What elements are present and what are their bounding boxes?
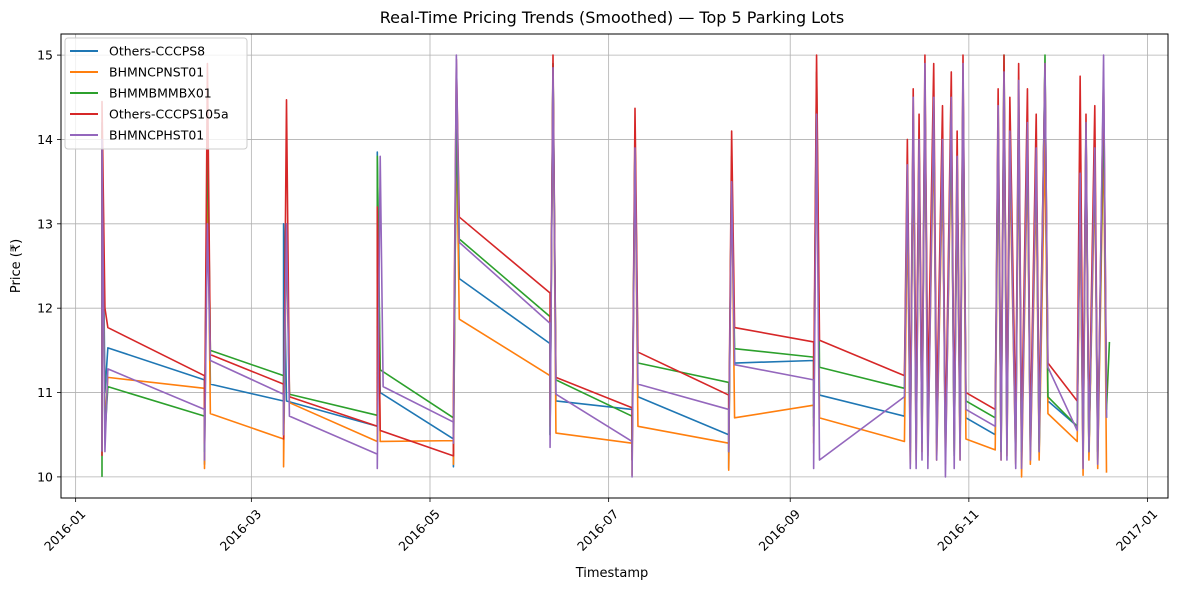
series-line-4 [101,54,1108,478]
y-tick-label: 14 [37,132,53,147]
legend: Others-CCCPS8 BHMNCPNST01 BHMMBMMBX01 Other… [64,37,248,150]
legend-items: Others-CCCPS8 BHMNCPNST01 BHMMBMMBX01 Other… [70,44,229,143]
plot-frame [60,33,1169,499]
x-axis-title: Timestamp [575,566,649,581]
legend-box [64,37,248,150]
y-tick-label: 13 [37,216,53,231]
y-tick-label: 10 [37,469,53,484]
y-axis-title: Price (₹) [9,239,24,293]
legend-label-1: BHMNCPNST01 [109,65,204,80]
legend-label-0: Others-CCCPS8 [109,44,205,59]
legend-label-3: Others-CCCPS105a [109,107,229,122]
legend-label-2: BHMMBMMBX01 [109,86,212,101]
legend-label-4: BHMNCPHST01 [109,128,204,143]
series-layer [101,54,1111,478]
y-tick-label: 12 [37,301,53,316]
y-tick-label: 11 [37,385,53,400]
y-tick-label: 15 [37,48,53,63]
chart-title: Real-Time Pricing Trends (Smoothed) — To… [380,8,844,27]
